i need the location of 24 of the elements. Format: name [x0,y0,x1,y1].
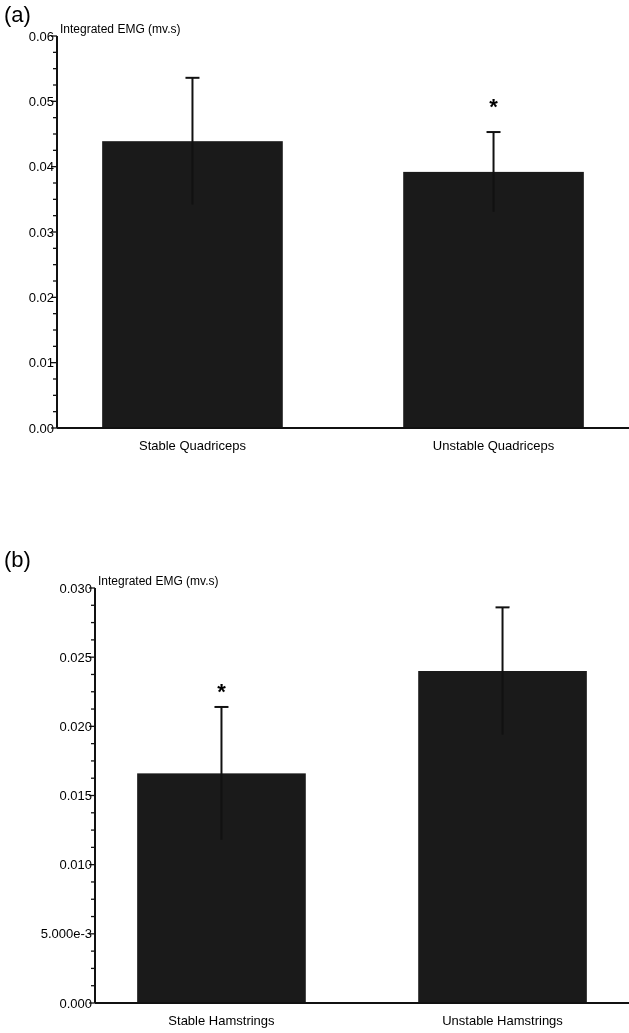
x-tick-label: Stable Hamstrings [168,1013,276,1028]
y-tick-label: 0.03 [28,224,54,240]
y-tick-label: 0.04 [28,159,54,175]
y-axis-title: Integrated EMG (mv.s) [98,574,219,588]
annotation: * [489,94,499,120]
chart-title: (b) [4,547,31,572]
y-tick-label: 0.015 [59,788,92,804]
x-tick-label: Unstable Quadriceps [432,438,555,453]
y-tick-label: 0.02 [28,289,54,305]
y-tick-label: 0.000 [59,995,92,1011]
y-tick-label: 0.01 [28,355,54,371]
x-tick-label: Stable Quadriceps [139,438,247,453]
y-tick-label: 0.010 [59,857,92,873]
x-tick-label: Unstable Hamstrings [442,1013,564,1028]
y-tick-label: 0.030 [59,580,92,596]
y-axis-title: Integrated EMG (mv.s) [60,22,181,36]
y-tick-label: 0.020 [59,718,92,734]
chart-title: (a) [4,2,31,27]
y-tick-label: 5.000e-3 [40,926,92,942]
y-tick-label: 0.025 [59,649,92,665]
y-tick-label: 0.06 [28,28,54,44]
annotation: * [217,678,227,704]
y-tick-label: 0.05 [28,93,54,109]
y-tick-label: 0.00 [28,420,54,436]
